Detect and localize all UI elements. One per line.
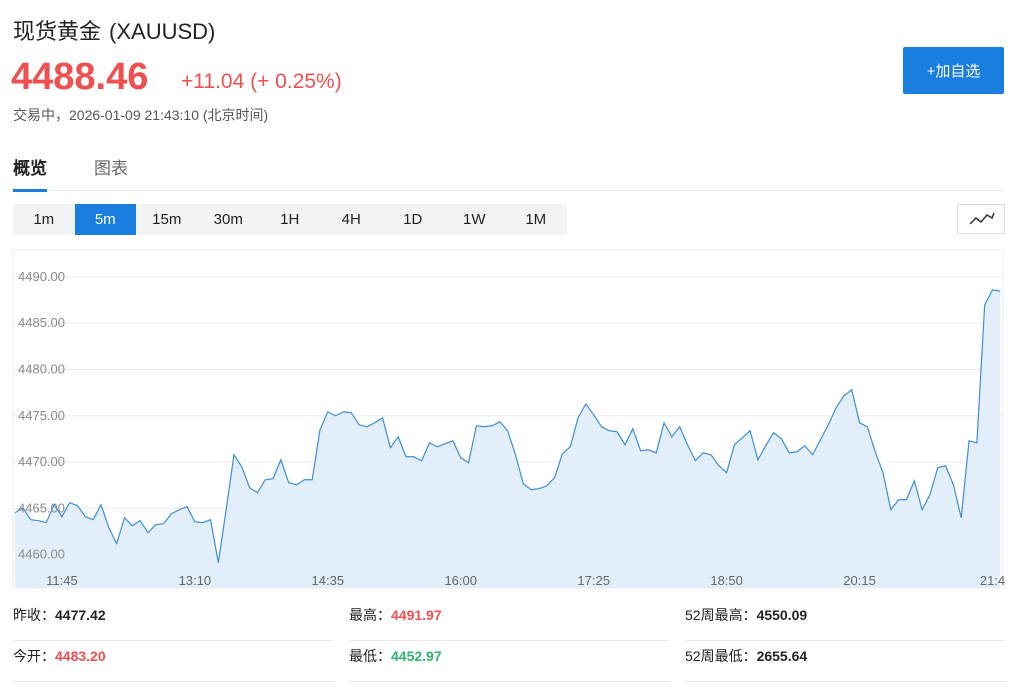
x-tick-label: 14:35	[312, 573, 345, 588]
interval-button[interactable]: 15m	[152, 211, 182, 228]
stat-label: 52周最低：	[685, 648, 757, 664]
interval-button[interactable]: 1H	[280, 211, 300, 228]
interval-button[interactable]: 1W	[463, 211, 486, 228]
stat-value: 4491.97	[391, 607, 442, 623]
stat-label: 今开：	[13, 648, 55, 664]
add-watchlist-button[interactable]: +加自选	[903, 47, 1004, 94]
interval-button[interactable]: 1M	[525, 211, 547, 228]
y-tick-label: 4470.00	[18, 454, 65, 469]
stat-label: 昨收：	[13, 607, 55, 623]
stat-item: 最高：4491.97	[349, 600, 669, 641]
x-tick-label: 21:4	[980, 573, 1005, 588]
stat-label: 最低：	[349, 648, 391, 664]
line-icon	[969, 212, 995, 225]
tab-bar: 概览 图表	[13, 150, 1004, 192]
stat-item: 最低：4452.97	[349, 641, 669, 682]
x-tick-label: 20:15	[843, 573, 876, 588]
price-line	[14, 289, 1001, 563]
tab[interactable]: 图表	[94, 159, 128, 178]
stat-label: 最高：	[349, 607, 391, 623]
interval-button[interactable]: 4H	[341, 211, 361, 228]
y-tick-label: 4465.00	[18, 500, 65, 515]
stat-item: 52周最高：4550.09	[685, 600, 1005, 641]
title: 现货黄金	[13, 19, 102, 44]
stat-value: 4477.42	[55, 607, 106, 623]
y-tick-label: 4475.00	[18, 408, 65, 423]
chart: 4460.00 4465.00 4470.00 4475.00 4480.00 4485.…	[12, 249, 1005, 589]
y-tick-label: 4480.00	[18, 361, 65, 376]
stat-value: 4452.97	[391, 648, 442, 664]
tab[interactable]: 概览	[13, 154, 47, 192]
chart-type-button[interactable]	[957, 204, 1005, 234]
x-tick-label: 13:10	[179, 573, 212, 588]
trading-status: 交易中，2026-01-09 21:43:10 (北京时间)	[13, 107, 269, 123]
price-change: +11.04 (+ 0.25%)	[181, 70, 342, 93]
stat-value: 4483.20	[55, 648, 106, 664]
interval-button[interactable]: 30m	[213, 211, 243, 228]
stat-value: 2655.64	[756, 648, 808, 664]
stat-item: 昨收：4477.42	[13, 600, 333, 641]
interval-button[interactable]: 1m	[33, 211, 55, 228]
y-tick-label: 4460.00	[18, 547, 65, 562]
interval-button[interactable]: 5m	[74, 204, 136, 235]
x-tick-label: 11:45	[46, 573, 78, 588]
x-tick-label: 18:50	[710, 573, 743, 588]
interval-bar: 1m 5m 15m 30m 1H 4H 1D 1W 1M	[13, 204, 567, 235]
stat-item: 52周最低：2655.64	[685, 641, 1005, 682]
price: 4488.46	[11, 56, 149, 98]
x-tick-label: 16:00	[444, 573, 477, 588]
title-row: 现货黄金 (XAUUSD)	[13, 14, 215, 46]
stat-value: 4550.09	[756, 607, 808, 623]
stat-item: 今开：4483.20	[13, 641, 333, 682]
symbol-code: (XAUUSD)	[109, 19, 216, 44]
area-fill	[15, 289, 1001, 588]
y-tick-label: 4490.00	[18, 269, 65, 284]
interval-button[interactable]: 1D	[403, 211, 423, 228]
x-tick-label: 17:25	[577, 573, 610, 588]
y-tick-label: 4485.00	[18, 315, 65, 330]
stat-label: 52周最高：	[685, 607, 757, 623]
